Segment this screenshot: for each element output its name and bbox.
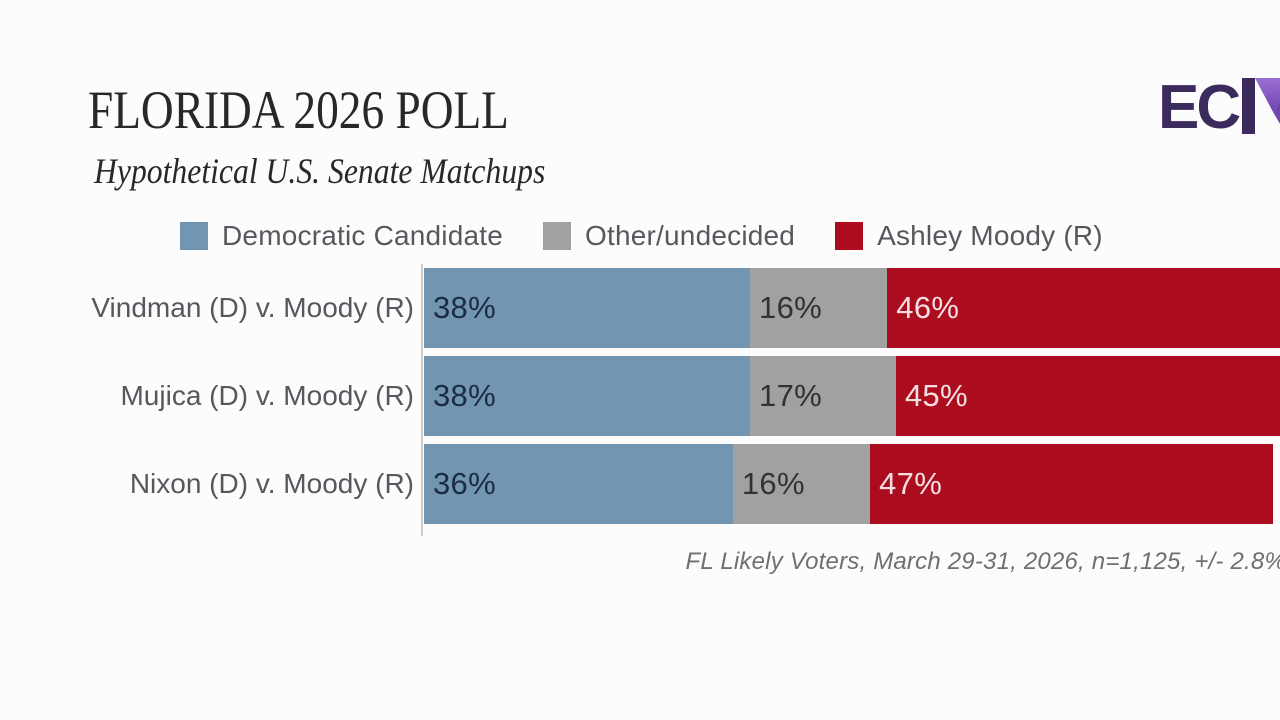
bar-segment-democratic-candidate: 38% bbox=[424, 356, 751, 436]
bar-segment-democratic-candidate: 36% bbox=[424, 444, 733, 524]
stacked-bar: 38% 17% 45% bbox=[424, 356, 1280, 436]
bar-value: 38% bbox=[433, 290, 496, 325]
bar-value: 16% bbox=[759, 290, 822, 325]
bar-segment-ashley-moody-r: 47% bbox=[870, 444, 1274, 524]
bar-value: 17% bbox=[759, 378, 822, 413]
bar-segment-ashley-moody-r: 45% bbox=[895, 356, 1280, 436]
row-label: Mujica (D) v. Moody (R) bbox=[120, 380, 414, 411]
legend-swatch-icon bbox=[543, 222, 572, 250]
bar-segment-democratic-candidate: 38% bbox=[424, 268, 751, 348]
legend-label: Other/undecided bbox=[585, 220, 796, 251]
bar-row-nixon-d-v-moody-r: Nixon (D) v. Moody (R) 36% 16% 47% bbox=[0, 444, 1280, 524]
ecp-logo-icon: EC bbox=[1158, 73, 1280, 142]
legend-label: Democratic Candidate bbox=[222, 220, 504, 251]
bar-segment-other-undecided: 16% bbox=[750, 268, 888, 348]
page-subtitle: Hypothetical U.S. Senate Matchups bbox=[94, 151, 546, 191]
bar-row-vindman-d-v-moody-r: Vindman (D) v. Moody (R) 38% 16% 46% bbox=[0, 268, 1280, 348]
bar-value: 16% bbox=[741, 466, 805, 501]
bar-value: 45% bbox=[904, 378, 968, 413]
legend-swatch-icon bbox=[835, 222, 864, 250]
legend-swatch-icon bbox=[180, 222, 208, 250]
row-label: Nixon (D) v. Moody (R) bbox=[129, 468, 414, 499]
ecp-logo: EC bbox=[1158, 73, 1280, 142]
stacked-bar: 38% 16% 46% bbox=[424, 268, 1280, 348]
logo-letters: EC bbox=[1160, 76, 1240, 140]
legend-item-other-undecided: Other/undecided bbox=[543, 220, 795, 252]
bar-segment-other-undecided: 17% bbox=[750, 356, 896, 436]
legend-item-democratic-candidate: Democratic Candidate bbox=[180, 220, 503, 252]
chart-legend: Democratic Candidate Other/undecided Ashle… bbox=[180, 220, 1103, 252]
logo-check-glyph bbox=[1242, 78, 1280, 134]
chart-axis-line bbox=[421, 264, 423, 536]
bar-segment-ashley-moody-r: 46% bbox=[887, 268, 1280, 348]
page-title: FLORIDA 2026 POLL bbox=[88, 80, 509, 140]
row-label: Vindman (D) v. Moody (R) bbox=[91, 292, 414, 323]
legend-label: Ashley Moody (R) bbox=[877, 220, 1103, 251]
stacked-bar: 36% 16% 47% bbox=[424, 444, 1280, 524]
bar-value: 36% bbox=[433, 466, 496, 501]
bar-value: 47% bbox=[879, 466, 943, 501]
chart-footnote: FL Likely Voters, March 29-31, 2026, n=1… bbox=[685, 548, 1280, 575]
bar-value: 46% bbox=[896, 290, 960, 325]
bar-value: 38% bbox=[433, 378, 496, 413]
bar-segment-other-undecided: 16% bbox=[732, 444, 871, 524]
poll-chart: Vindman (D) v. Moody (R) 38% 16% 46% Mujica … bbox=[0, 268, 1280, 532]
legend-item-ashley-moody-r: Ashley Moody (R) bbox=[835, 220, 1103, 252]
bar-row-mujica-d-v-moody-r: Mujica (D) v. Moody (R) 38% 17% 45% bbox=[0, 356, 1280, 436]
